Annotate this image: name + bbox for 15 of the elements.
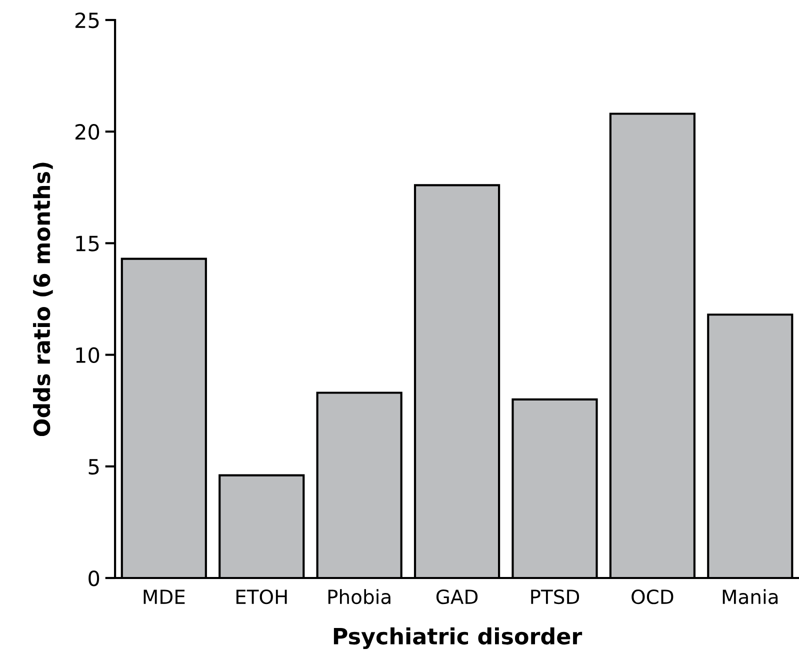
x-tick-label: MDE <box>144 590 185 604</box>
x-tick-label: GAD <box>436 589 478 604</box>
y-tick-label: 5 <box>88 459 99 475</box>
x-tick-label: PTSD <box>531 589 580 604</box>
y-tick-label: 15 <box>76 236 99 252</box>
x-tick-label: Mania <box>722 589 778 604</box>
x-tick-label: ETOH <box>236 589 287 604</box>
y-tick-label: 20 <box>75 124 100 140</box>
x-axis-title: Psychiatric disorder <box>334 627 582 650</box>
x-tick-label: OCD <box>632 589 674 604</box>
y-tick-label: 0 <box>88 570 100 586</box>
x-tick-label: Phobia <box>328 589 390 604</box>
y-tick-label: 10 <box>76 347 100 364</box>
y-axis-title: Odds ratio (6 months) <box>33 162 53 436</box>
y-tick-label: 25 <box>75 12 99 28</box>
